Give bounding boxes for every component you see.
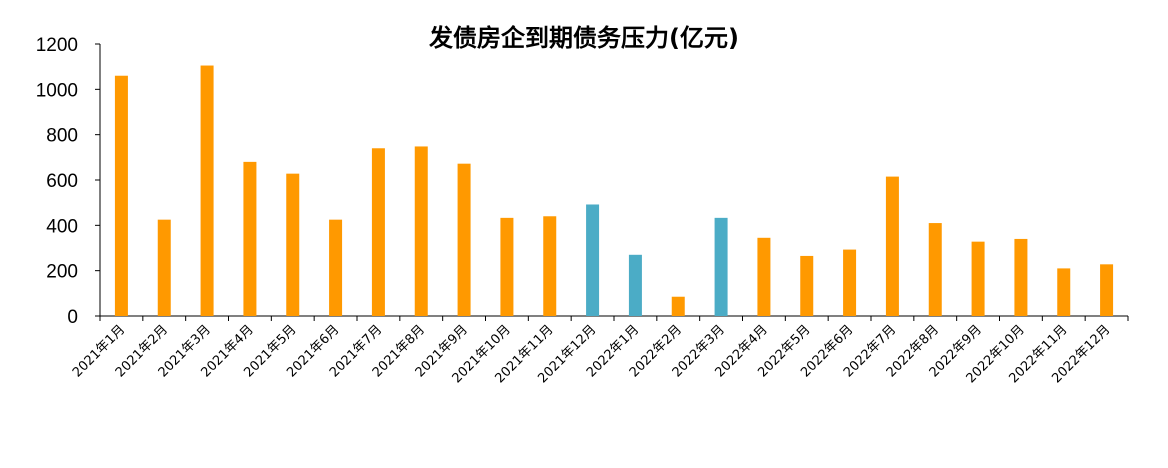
bar	[971, 241, 985, 316]
bar	[928, 223, 942, 316]
y-tick-label: 600	[46, 171, 78, 192]
bar	[500, 217, 514, 316]
bar	[329, 219, 343, 316]
y-tick-label: 800	[46, 126, 78, 147]
bar	[1100, 264, 1114, 316]
y-tick-label: 1200	[36, 35, 78, 56]
bar	[200, 65, 214, 317]
bar	[628, 254, 642, 316]
bar	[885, 176, 899, 316]
bar	[114, 75, 128, 316]
bar	[157, 219, 171, 316]
bar	[843, 249, 857, 316]
bar	[414, 146, 428, 316]
bar	[714, 217, 728, 316]
chart-title: 发债房企到期债务压力(亿元)	[429, 24, 739, 52]
y-tick-label: 1000	[36, 80, 78, 101]
y-tick-label: 0	[67, 307, 78, 328]
bar	[1057, 268, 1071, 316]
y-tick-label: 400	[46, 216, 78, 237]
bar	[800, 255, 814, 316]
bar	[586, 204, 600, 316]
bar	[757, 237, 771, 316]
bar	[243, 161, 257, 316]
bar	[671, 296, 685, 316]
y-tick-label: 200	[46, 262, 78, 283]
bar	[371, 148, 385, 316]
bar	[1014, 238, 1028, 316]
bar	[543, 216, 557, 316]
bar	[286, 173, 300, 316]
bar	[457, 163, 471, 316]
